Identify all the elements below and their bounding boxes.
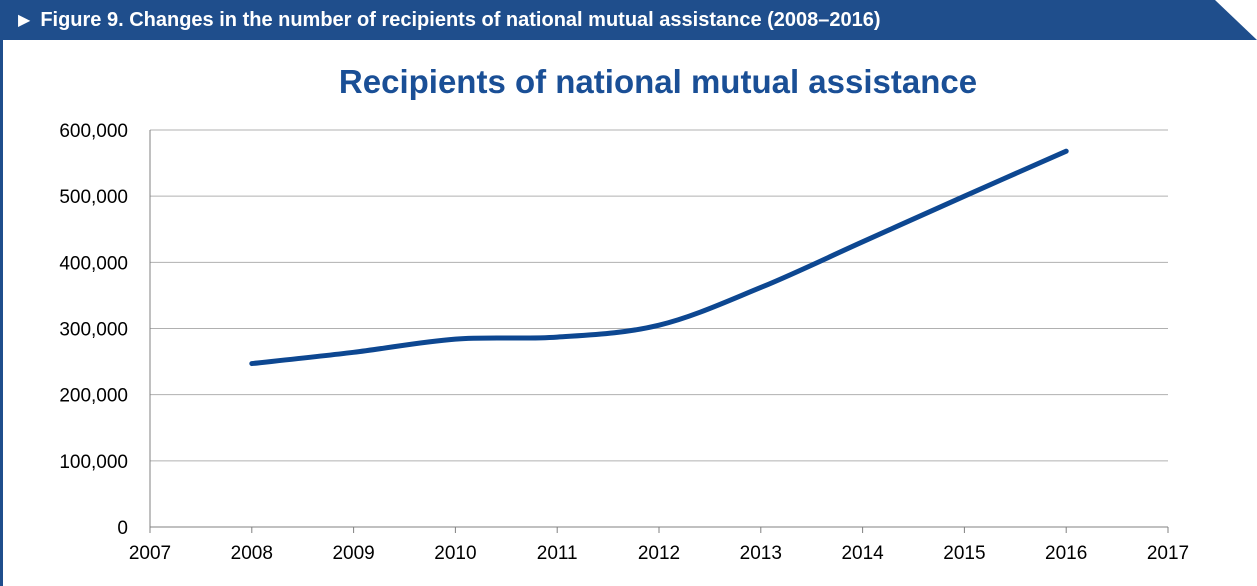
x-tick-label: 2012 <box>638 543 680 564</box>
play-arrow-icon: ▶ <box>18 12 31 29</box>
x-tick-label: 2008 <box>231 543 273 564</box>
line-chart: Recipients of national mutual assistance… <box>59 63 1189 564</box>
banner-shape <box>0 0 1257 40</box>
x-tick-label: 2015 <box>943 543 985 564</box>
x-tick-label: 2014 <box>841 543 884 564</box>
frame-left-border <box>0 40 3 586</box>
y-tick-label: 0 <box>117 518 128 539</box>
series-line <box>249 148 1069 367</box>
figure-caption-text: Figure 9. Changes in the number of recip… <box>40 9 881 31</box>
x-tick-label: 2016 <box>1045 543 1087 564</box>
x-tick-label: 2009 <box>332 543 374 564</box>
chart-title: Recipients of national mutual assistance <box>339 63 977 100</box>
y-tick-label: 200,000 <box>59 386 128 407</box>
x-tick-label: 2010 <box>434 543 476 564</box>
y-axis-tick-labels: 0 100,000 200,000 300,000 400,000 500,000 600,… <box>59 121 128 539</box>
y-tick-label: 300,000 <box>59 320 128 341</box>
gridlines <box>150 129 1168 462</box>
banner-background <box>0 0 1257 40</box>
x-tick-label: 2013 <box>740 543 782 564</box>
figure-banner: ▶ Figure 9. Changes in the number of reci… <box>0 0 1257 40</box>
y-tick-label: 500,000 <box>59 187 128 208</box>
x-tick-label: 2017 <box>1147 543 1189 564</box>
figure-caption: ▶ Figure 9. Changes in the number of reci… <box>18 0 881 40</box>
axes <box>149 130 1169 533</box>
x-axis-tick-labels: 2007 2008 2009 2010 2011 2012 2013 2014 2015 2016… <box>129 543 1189 564</box>
y-tick-label: 600,000 <box>59 121 128 142</box>
x-tick-label: 2011 <box>537 543 578 564</box>
series-layer <box>249 148 1069 367</box>
x-tick-label: 2007 <box>129 543 171 564</box>
y-tick-label: 400,000 <box>59 253 128 274</box>
y-tick-label: 100,000 <box>59 452 128 473</box>
